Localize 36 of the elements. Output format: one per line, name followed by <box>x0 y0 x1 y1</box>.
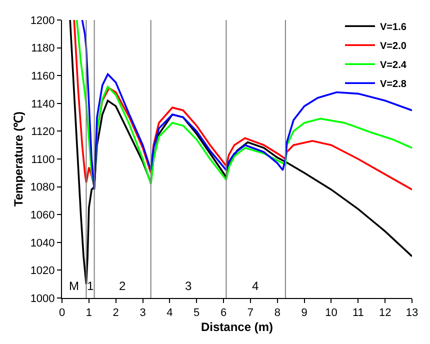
legend-label: V=2.8 <box>380 79 407 90</box>
x-tick-label: 0 <box>58 307 66 320</box>
y-tick-label: 1080 <box>30 182 55 194</box>
x-tick-label: 3 <box>140 307 146 320</box>
x-tick-label: 2 <box>112 307 119 320</box>
y-tick-label: 1000 <box>30 292 55 305</box>
y-tick-label: 1100 <box>31 154 55 166</box>
legend-label: V=2.0 <box>380 41 407 52</box>
y-tick-label: 1140 <box>31 98 55 110</box>
x-tick-label: 11 <box>352 307 364 320</box>
y-tick-label: 1060 <box>30 209 55 222</box>
annotation: M <box>69 279 79 293</box>
x-tick-label: 10 <box>325 307 338 320</box>
x-axis-title: Distance (m) <box>200 320 274 334</box>
legend-label: V=2.4 <box>380 60 407 72</box>
y-tick-label: 1020 <box>30 265 55 278</box>
x-tick-label: 1 <box>86 307 92 320</box>
annotation: 3 <box>185 279 192 293</box>
x-tick-label: 5 <box>194 307 200 320</box>
annotation: 4 <box>252 279 259 293</box>
y-tick-label: 1180 <box>31 42 55 55</box>
legend-label: V=1.6 <box>380 22 407 34</box>
annotation: 1 <box>87 279 94 293</box>
y-tick-label: 1120 <box>31 126 55 138</box>
x-tick-label: 6 <box>220 307 227 320</box>
x-tick-label: 13 <box>406 307 418 320</box>
x-tick-label: 9 <box>301 307 308 320</box>
x-tick-label: 8 <box>274 307 280 320</box>
x-tick-label: 4 <box>166 307 173 320</box>
y-tick-label: 1200 <box>30 14 55 27</box>
annotation: 2 <box>119 279 126 293</box>
y-axis-title: Temperature (℃) <box>12 111 26 207</box>
y-tick-label: 1160 <box>31 70 55 82</box>
y-tick-label: 1040 <box>30 237 55 250</box>
x-tick-label: 7 <box>247 307 254 320</box>
x-tick-label: 12 <box>378 307 392 320</box>
